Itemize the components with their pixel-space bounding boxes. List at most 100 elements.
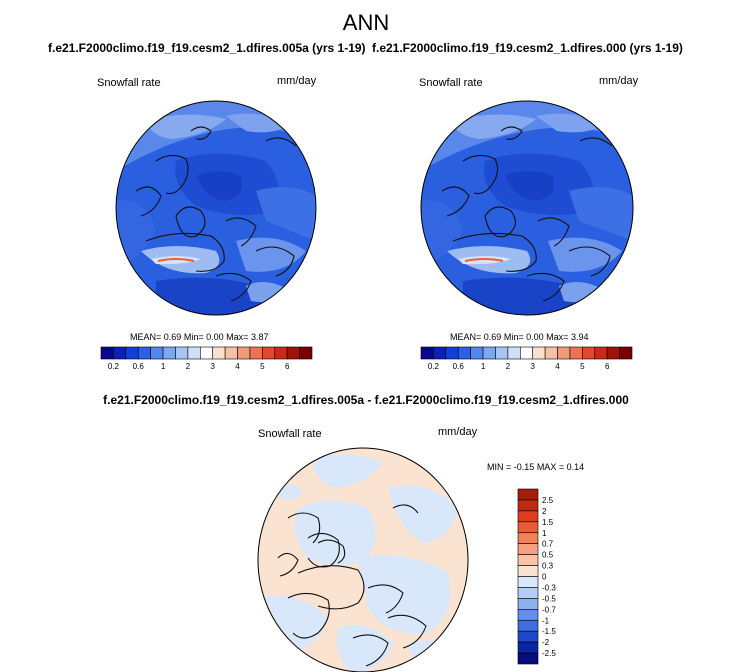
- difference-colorbar-swatch: [517, 598, 539, 610]
- panel-2-colorbar-tick-label: 5: [580, 362, 585, 371]
- panel-2-colorbar-swatch: [495, 346, 509, 360]
- difference-colorbar-tick-label: 1.5: [542, 518, 554, 527]
- difference-colorbar-swatch: [517, 587, 539, 599]
- panel-1-colorbar-swatch: [125, 346, 139, 360]
- panel-1-colorbar: 0.2 0.6 1 2 3 4 5 6: [100, 346, 313, 371]
- difference-colorbar-swatch: [517, 532, 539, 544]
- page-title: ANN: [342, 10, 390, 35]
- panel-1-case-title: f.e21.F2000climo.f19_f19.cesm2_1.dfires.…: [48, 41, 366, 55]
- panel-1-colorbar-swatch: [187, 346, 201, 360]
- difference-min-value: -0.15: [513, 462, 535, 472]
- panel-1-colorbar-tick-label: 0.2: [108, 362, 120, 371]
- panel-1-max-label: Max=: [226, 332, 249, 342]
- panel-2-colorbar-tick-label: 4: [555, 362, 560, 371]
- panel-2-mean-label: MEAN=: [450, 332, 482, 342]
- panel-1-colorbar-swatch: [249, 346, 263, 360]
- panel-1-min-label: Min=: [183, 332, 204, 342]
- panel-1-colorbar-swatch: [162, 346, 176, 360]
- panel-2-colorbar-swatch: [457, 346, 471, 360]
- panel-2-colorbar-swatch: [544, 346, 558, 360]
- difference-colorbar-swatch: [517, 554, 539, 566]
- panel-1-colorbar-tick-label: 6: [285, 362, 290, 371]
- panel-2-colorbar-tick-label: 0.2: [428, 362, 440, 371]
- difference-colorbar-swatch: [517, 652, 539, 665]
- panel-1-polar-map: [115, 100, 317, 316]
- panel-2-min-label: Min=: [503, 332, 524, 342]
- panel-1-colorbar-swatch: [274, 346, 288, 360]
- panel-2-colorbar-tick-label: 2: [506, 362, 511, 371]
- difference-max-value: 0.14: [566, 462, 585, 472]
- panel-1-max-value: 3.87: [250, 332, 269, 342]
- difference-units-label: mm/day: [438, 426, 478, 438]
- panel-2-colorbar-swatch: [619, 346, 633, 360]
- panel-1-colorbar-swatch: [224, 346, 238, 360]
- difference-colorbar-tick-label: -0.3: [542, 583, 556, 592]
- panel-2-min-value: 0.00: [526, 332, 544, 342]
- panel-1-units-label: mm/day: [277, 75, 317, 87]
- panel-2-colorbar-swatch: [433, 346, 447, 360]
- difference-colorbar-swatch: [517, 510, 539, 523]
- panel-2-case-title: f.e21.F2000climo.f19_f19.cesm2_1.dfires.…: [372, 41, 683, 55]
- panel-2-colorbar-swatch: [507, 346, 521, 360]
- panel-2-max-value: 3.94: [570, 332, 589, 342]
- difference-colorbar-tick-label: -1.5: [542, 627, 556, 636]
- difference-colorbar-tick-label: -0.5: [542, 594, 556, 603]
- difference-variable-label: Snowfall rate: [258, 428, 322, 440]
- panel-1-colorbar-swatch: [113, 346, 127, 360]
- panel-1-variable-label: Snowfall rate: [97, 77, 161, 89]
- panel-1-colorbar-swatch: [286, 346, 300, 360]
- panel-1-min-value: 0.00: [206, 332, 224, 342]
- panel-2-colorbar-swatch: [594, 346, 608, 360]
- panel-2-colorbar-swatch: [557, 346, 571, 360]
- difference-colorbar-swatch: [517, 488, 539, 501]
- panel-1-stats: MEAN= 0.69 Min= 0.00 Max= 3.87: [130, 332, 268, 342]
- panel-2-colorbar-swatch: [569, 346, 583, 360]
- panel-1-mean-label: MEAN=: [130, 332, 162, 342]
- panel-1-colorbar-swatch: [262, 346, 276, 360]
- panel-1-colorbar-swatch: [199, 346, 214, 360]
- difference-colorbar-tick-label: 1: [542, 529, 547, 538]
- panel-2-colorbar-tick-label: 1: [481, 362, 486, 371]
- difference-colorbar: 2.5 2 1.5 1 0.7 0.5 0.3 0-0.3 -0.5 -0.7 -1 -1.5 -2 -2…: [517, 488, 556, 665]
- panel-2-colorbar-swatch: [519, 346, 534, 360]
- difference-colorbar-tick-label: 0: [542, 573, 547, 582]
- difference-colorbar-swatch: [517, 641, 539, 654]
- difference-colorbar-swatch: [517, 609, 539, 621]
- panel-2-colorbar-swatch: [582, 346, 596, 360]
- panel-1-colorbar-swatch: [212, 346, 226, 360]
- panel-2-colorbar-swatch: [420, 346, 434, 360]
- difference-colorbar-tick-label: 2.5: [542, 496, 554, 505]
- panel-1-mean-value: 0.69: [163, 332, 182, 342]
- panel-2-colorbar-swatch: [470, 346, 484, 360]
- difference-colorbar-tick-label: 2: [542, 507, 547, 516]
- panel-1-colorbar-tick-label: 0.6: [133, 362, 145, 371]
- panel-2-polar-map: [420, 100, 634, 316]
- panel-1-colorbar-tick-label: 2: [186, 362, 191, 371]
- difference-polar-map: [257, 447, 469, 672]
- panel-1-colorbar-swatch: [299, 346, 313, 360]
- panel-2-colorbar-swatch: [606, 346, 620, 360]
- difference-colorbar-tick-label: 0.5: [542, 551, 554, 560]
- difference-stats: MIN = -0.15 MAX = 0.14: [487, 462, 584, 472]
- difference-max-label: MAX =: [536, 462, 565, 472]
- panel-1-colorbar-swatch: [237, 346, 251, 360]
- panel-1-colorbar-swatch: [137, 346, 151, 360]
- difference-colorbar-swatch: [517, 619, 539, 632]
- difference-colorbar-swatch: [517, 565, 539, 577]
- difference-colorbar-swatch: [517, 576, 539, 588]
- panel-2-units-label: mm/day: [599, 75, 639, 87]
- difference-colorbar-tick-label: -2.5: [542, 649, 556, 658]
- panel-2-colorbar: 0.2 0.6 1 2 3 4 5 6: [420, 346, 633, 371]
- panel-1-colorbar-tick-label: 4: [235, 362, 240, 371]
- difference-title: f.e21.F2000climo.f19_f19.cesm2_1.dfires.…: [103, 393, 629, 407]
- panel-2-colorbar-swatch: [532, 346, 546, 360]
- difference-colorbar-swatch: [517, 543, 539, 555]
- difference-colorbar-tick-label: -0.7: [542, 605, 556, 614]
- panel-1-colorbar-tick-label: 3: [210, 362, 215, 371]
- panel-1-colorbar-swatch: [100, 346, 114, 360]
- panel-2-stats: MEAN= 0.69 Min= 0.00 Max= 3.94: [450, 332, 588, 342]
- difference-min-label: MIN =: [487, 462, 512, 472]
- panel-1-colorbar-swatch: [150, 346, 164, 360]
- panel-2-colorbar-swatch: [482, 346, 496, 360]
- difference-colorbar-tick-label: 0.3: [542, 562, 554, 571]
